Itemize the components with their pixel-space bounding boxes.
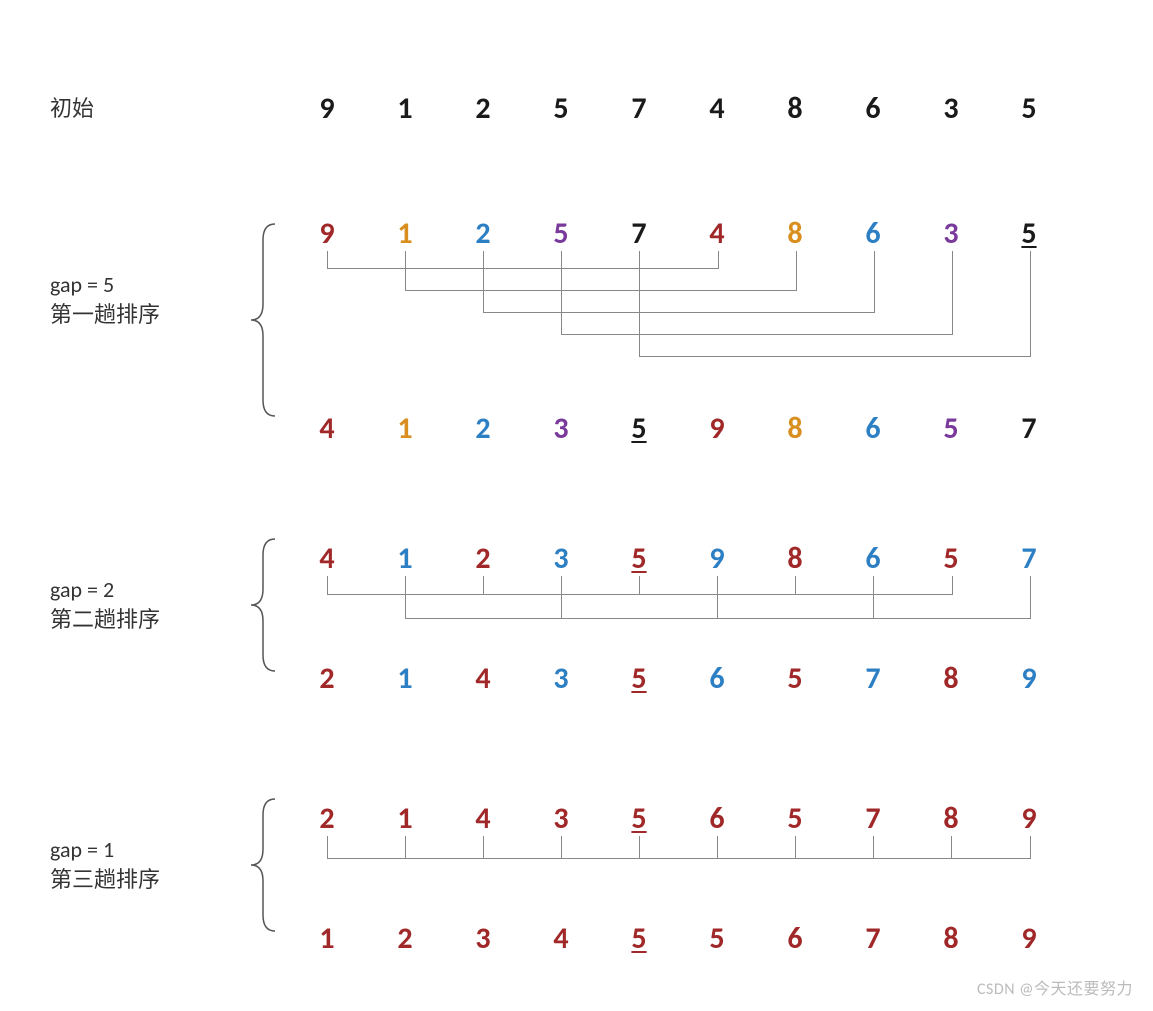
array-value: 5 xyxy=(624,920,654,957)
array-value: 2 xyxy=(468,410,498,447)
array-value: 1 xyxy=(312,920,342,957)
array-value: 5 xyxy=(624,410,654,447)
array-value: 8 xyxy=(936,660,966,697)
array-value: 9 xyxy=(312,90,342,127)
connector-tick xyxy=(483,836,484,858)
array-value: 6 xyxy=(702,800,732,837)
connector-tick xyxy=(639,836,640,858)
pass-label: gap = 2 xyxy=(50,575,114,606)
array-value: 2 xyxy=(468,540,498,577)
array-value: 2 xyxy=(468,215,498,252)
array-value: 5 xyxy=(546,215,576,252)
array-value: 5 xyxy=(780,660,810,697)
array-value: 7 xyxy=(1014,410,1044,447)
array-value: 4 xyxy=(468,660,498,697)
array-value: 3 xyxy=(546,410,576,447)
pass-label: 第二趟排序 xyxy=(50,605,160,636)
connector-tick xyxy=(873,836,874,858)
pass-label: gap = 1 xyxy=(50,835,114,866)
array-value: 5 xyxy=(624,660,654,697)
brace-icon xyxy=(245,535,285,675)
array-value: 7 xyxy=(624,215,654,252)
array-value: 2 xyxy=(468,90,498,127)
array-value: 6 xyxy=(858,410,888,447)
array-value: 6 xyxy=(858,215,888,252)
array-value: 8 xyxy=(780,540,810,577)
connector-tick xyxy=(717,836,718,858)
array-value: 5 xyxy=(546,90,576,127)
array-value: 5 xyxy=(936,540,966,577)
array-value: 1 xyxy=(390,90,420,127)
connector-tick xyxy=(717,576,718,618)
array-value: 5 xyxy=(780,800,810,837)
array-value: 4 xyxy=(702,90,732,127)
array-value: 3 xyxy=(936,90,966,127)
connector-tick xyxy=(951,836,952,858)
array-value: 4 xyxy=(312,410,342,447)
array-value: 5 xyxy=(624,540,654,577)
array-value: 1 xyxy=(390,800,420,837)
array-value: 7 xyxy=(858,920,888,957)
array-value: 9 xyxy=(1014,920,1044,957)
array-value: 8 xyxy=(780,90,810,127)
array-value: 2 xyxy=(312,660,342,697)
array-value: 3 xyxy=(468,920,498,957)
pass-label: 初始 xyxy=(50,94,94,125)
array-value: 5 xyxy=(936,410,966,447)
array-value: 1 xyxy=(390,410,420,447)
array-value: 1 xyxy=(390,660,420,697)
array-value: 9 xyxy=(1014,800,1044,837)
group-connector xyxy=(327,836,1031,859)
array-value: 7 xyxy=(858,660,888,697)
array-value: 4 xyxy=(468,800,498,837)
array-value: 1 xyxy=(390,215,420,252)
array-value: 2 xyxy=(312,800,342,837)
array-value: 8 xyxy=(780,410,810,447)
pass-label: gap = 5 xyxy=(50,270,114,301)
pass-label: 第一趟排序 xyxy=(50,300,160,331)
array-value: 5 xyxy=(702,920,732,957)
array-value: 3 xyxy=(546,660,576,697)
array-value: 9 xyxy=(1014,660,1044,697)
array-value: 9 xyxy=(312,215,342,252)
group-connector xyxy=(405,576,1031,619)
array-value: 7 xyxy=(858,800,888,837)
array-value: 9 xyxy=(702,540,732,577)
array-value: 7 xyxy=(624,90,654,127)
array-value: 6 xyxy=(858,540,888,577)
array-value: 1 xyxy=(390,540,420,577)
array-value: 8 xyxy=(780,215,810,252)
array-value: 2 xyxy=(390,920,420,957)
array-value: 8 xyxy=(936,800,966,837)
array-value: 4 xyxy=(312,540,342,577)
connector-tick xyxy=(405,836,406,858)
connector-tick xyxy=(873,576,874,618)
brace-icon xyxy=(245,220,285,420)
array-value: 4 xyxy=(546,920,576,957)
array-value: 6 xyxy=(780,920,810,957)
array-value: 5 xyxy=(1014,90,1044,127)
array-value: 4 xyxy=(702,215,732,252)
group-connector xyxy=(639,251,1031,357)
array-value: 9 xyxy=(702,410,732,447)
array-value: 3 xyxy=(546,540,576,577)
array-value: 5 xyxy=(1014,215,1044,252)
array-value: 3 xyxy=(936,215,966,252)
array-value: 8 xyxy=(936,920,966,957)
connector-tick xyxy=(795,836,796,858)
brace-icon xyxy=(245,795,285,935)
connector-tick xyxy=(561,576,562,618)
array-value: 6 xyxy=(702,660,732,697)
array-value: 7 xyxy=(1014,540,1044,577)
array-value: 6 xyxy=(858,90,888,127)
array-value: 3 xyxy=(546,800,576,837)
pass-label: 第三趟排序 xyxy=(50,865,160,896)
connector-tick xyxy=(561,836,562,858)
watermark: CSDN @今天还要努力 xyxy=(977,975,1133,999)
array-value: 5 xyxy=(624,800,654,837)
